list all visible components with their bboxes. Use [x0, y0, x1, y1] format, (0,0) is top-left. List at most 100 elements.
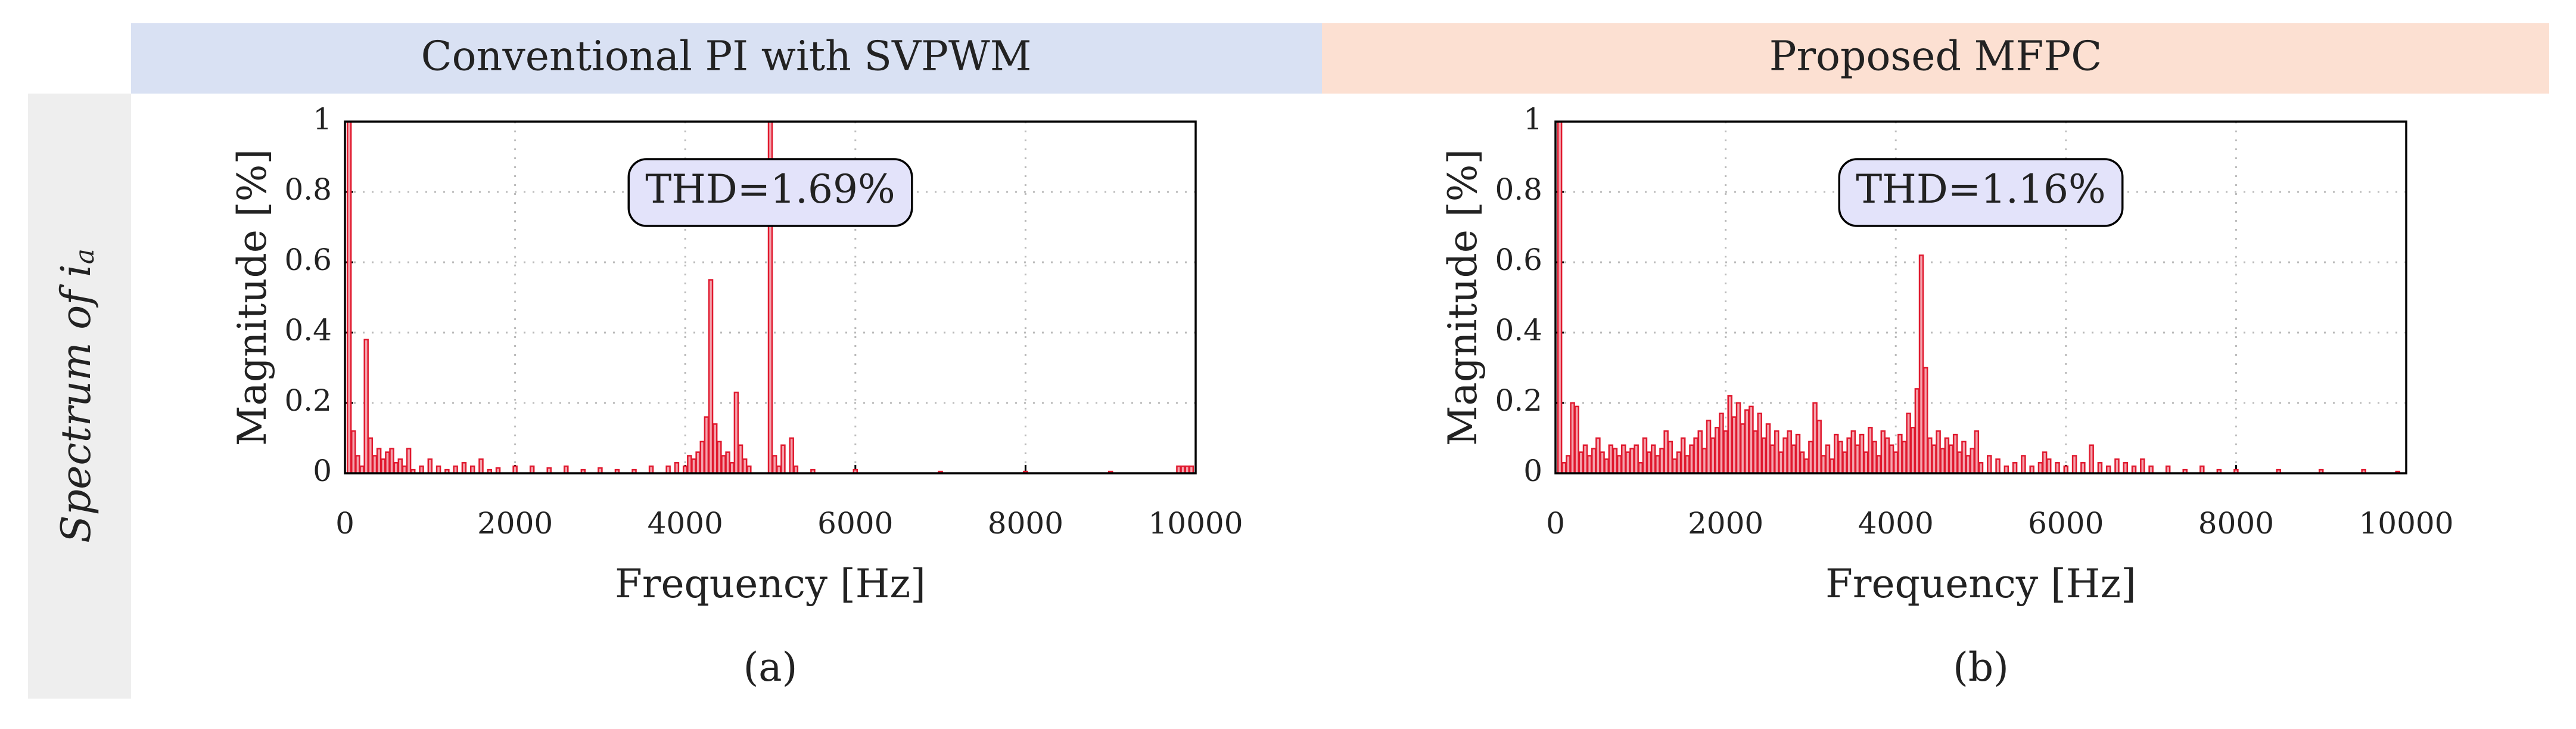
bar [1889, 444, 1894, 474]
bar [529, 465, 535, 474]
bar [2029, 465, 2034, 474]
y-axis-label: Magnitude [%] [229, 149, 275, 446]
bar [665, 465, 671, 474]
bar [1880, 430, 1886, 474]
bar [1842, 451, 1847, 474]
y-tick-label: 0 [313, 454, 332, 488]
x-tick-label: 2000 [477, 506, 553, 541]
bar [1612, 448, 1618, 474]
bar [1910, 427, 1916, 474]
bar [1723, 430, 1728, 474]
bar [1570, 402, 1575, 474]
bar [1884, 437, 1890, 474]
bar [1816, 420, 1822, 474]
bar [1731, 416, 1737, 474]
bar [1710, 437, 1716, 474]
bar [1701, 448, 1707, 474]
x-tick-label: 10000 [1148, 506, 1243, 541]
bar [2114, 458, 2120, 474]
bar [721, 455, 726, 474]
bar [478, 458, 484, 474]
bar [699, 440, 705, 474]
bar [729, 462, 735, 474]
bar [1922, 367, 1928, 474]
bar [738, 444, 743, 474]
bar [1566, 455, 1571, 474]
bar [2097, 462, 2103, 474]
annotation: THD=1.69% [645, 166, 895, 212]
bar [1808, 440, 1813, 474]
bar [2140, 458, 2145, 474]
bar [1184, 465, 1190, 474]
bar [2071, 455, 2077, 474]
y-tick-label: 0.2 [1495, 383, 1542, 418]
bar [725, 451, 730, 474]
bar [1659, 448, 1665, 474]
bar [1561, 462, 1567, 474]
bar [1625, 451, 1631, 474]
bar [691, 458, 696, 474]
bar [2165, 465, 2171, 474]
bar [1940, 448, 1945, 474]
bar [1757, 412, 1762, 474]
bar [682, 465, 688, 474]
x-tick-label: 8000 [988, 506, 1063, 541]
row-label: Spectrum of ia [53, 249, 100, 543]
bar [1574, 405, 1579, 474]
y-tick-label: 1 [1523, 102, 1542, 137]
bar [1825, 444, 1831, 474]
header: Conventional PI with SVPWM [421, 33, 1032, 80]
bar [2042, 451, 2048, 474]
bar [771, 455, 777, 474]
bar [1616, 455, 1622, 474]
bar [359, 465, 365, 474]
bar [1838, 440, 1843, 474]
bar [1872, 440, 1877, 474]
bar [1608, 444, 1614, 474]
bar [1931, 444, 1937, 474]
bar [2046, 458, 2052, 474]
bar [2021, 455, 2026, 474]
annotation-box [627, 158, 913, 227]
row-label-sub: a [70, 249, 100, 264]
bar [363, 339, 369, 474]
bar [789, 437, 794, 474]
bar [1650, 444, 1656, 474]
bar [1799, 451, 1805, 474]
bar [512, 465, 518, 474]
bar [2199, 465, 2205, 474]
bar [674, 462, 680, 474]
bar [1927, 437, 1933, 474]
annotation: THD=1.16% [1856, 166, 2105, 212]
bar [2148, 465, 2154, 474]
bar [2003, 465, 2009, 474]
bar [1557, 120, 1563, 474]
bar [1974, 430, 1980, 474]
bar [1744, 409, 1750, 474]
bar [1189, 465, 1194, 474]
bar [1970, 448, 1975, 474]
bar [1663, 430, 1669, 474]
bar [1600, 451, 1605, 474]
x-tick-label: 4000 [1858, 506, 1934, 541]
bar [435, 465, 441, 474]
plot-frame [344, 120, 1197, 474]
y-tick-label: 0 [1523, 454, 1542, 488]
x-tick-label: 8000 [2198, 506, 2274, 541]
bar [1586, 455, 1592, 474]
bar [1906, 412, 1911, 474]
bar [1706, 420, 1712, 474]
bar [1578, 451, 1584, 474]
bar [1952, 433, 1958, 474]
bar [355, 455, 360, 474]
bar [1948, 444, 1954, 474]
y-axis-label: Magnitude [%] [1440, 149, 1486, 446]
bar [1957, 451, 1962, 474]
bar [1740, 423, 1746, 474]
bar [397, 458, 403, 474]
row-label-bg [28, 94, 131, 699]
bar [1604, 458, 1609, 474]
bar [733, 392, 739, 474]
bar [1936, 430, 1941, 474]
